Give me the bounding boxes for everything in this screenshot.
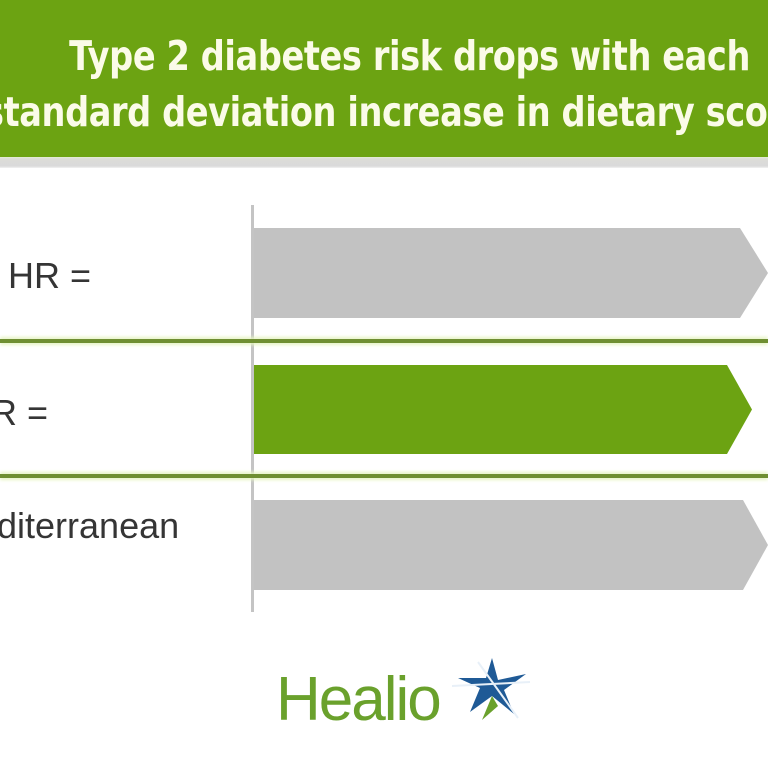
bar-1 [254, 228, 768, 318]
bar-2-highlighted [254, 365, 752, 454]
bar-3 [254, 500, 768, 590]
row-label-1: HR = [8, 255, 92, 296]
healio-logo: Healio [276, 658, 536, 744]
row-separator-1 [0, 339, 768, 343]
logo-text: Healio [276, 665, 442, 734]
row-label-3: diterranean [0, 505, 180, 546]
chart-title-line-1: Type 2 diabetes risk drops with each [69, 32, 750, 80]
row-label-2: R = [0, 392, 49, 433]
row-separator-2 [0, 474, 768, 478]
chart-title-line-2: standard deviation increase in dietary s… [0, 88, 768, 136]
header-divider [0, 157, 768, 168]
chart-axis-line [251, 205, 254, 612]
star-icon [451, 656, 532, 731]
chart-title-banner: Type 2 diabetes risk drops with each sta… [0, 0, 768, 157]
